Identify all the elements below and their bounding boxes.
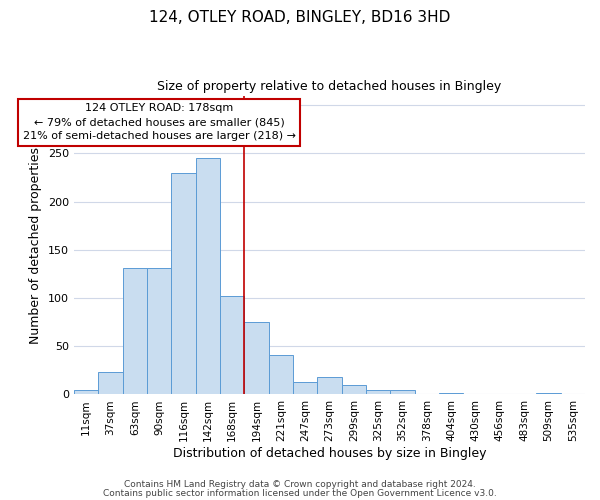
Text: Contains public sector information licensed under the Open Government Licence v3: Contains public sector information licen…	[103, 488, 497, 498]
Bar	[269, 355, 293, 395]
Bar	[244, 322, 269, 394]
Bar	[74, 390, 98, 394]
Title: Size of property relative to detached houses in Bingley: Size of property relative to detached ho…	[157, 80, 502, 93]
Bar	[391, 390, 415, 394]
Bar	[536, 392, 560, 394]
Bar	[220, 296, 244, 394]
Bar	[341, 385, 366, 394]
Bar	[293, 382, 317, 394]
Y-axis label: Number of detached properties: Number of detached properties	[29, 146, 43, 344]
Bar	[196, 158, 220, 394]
Bar	[98, 372, 122, 394]
Bar	[172, 172, 196, 394]
Bar	[147, 268, 172, 394]
Bar	[122, 268, 147, 394]
X-axis label: Distribution of detached houses by size in Bingley: Distribution of detached houses by size …	[173, 447, 486, 460]
Text: 124, OTLEY ROAD, BINGLEY, BD16 3HD: 124, OTLEY ROAD, BINGLEY, BD16 3HD	[149, 10, 451, 25]
Text: 124 OTLEY ROAD: 178sqm
← 79% of detached houses are smaller (845)
21% of semi-de: 124 OTLEY ROAD: 178sqm ← 79% of detached…	[23, 104, 296, 142]
Text: Contains HM Land Registry data © Crown copyright and database right 2024.: Contains HM Land Registry data © Crown c…	[124, 480, 476, 489]
Bar	[439, 392, 463, 394]
Bar	[317, 377, 341, 394]
Bar	[366, 390, 391, 394]
